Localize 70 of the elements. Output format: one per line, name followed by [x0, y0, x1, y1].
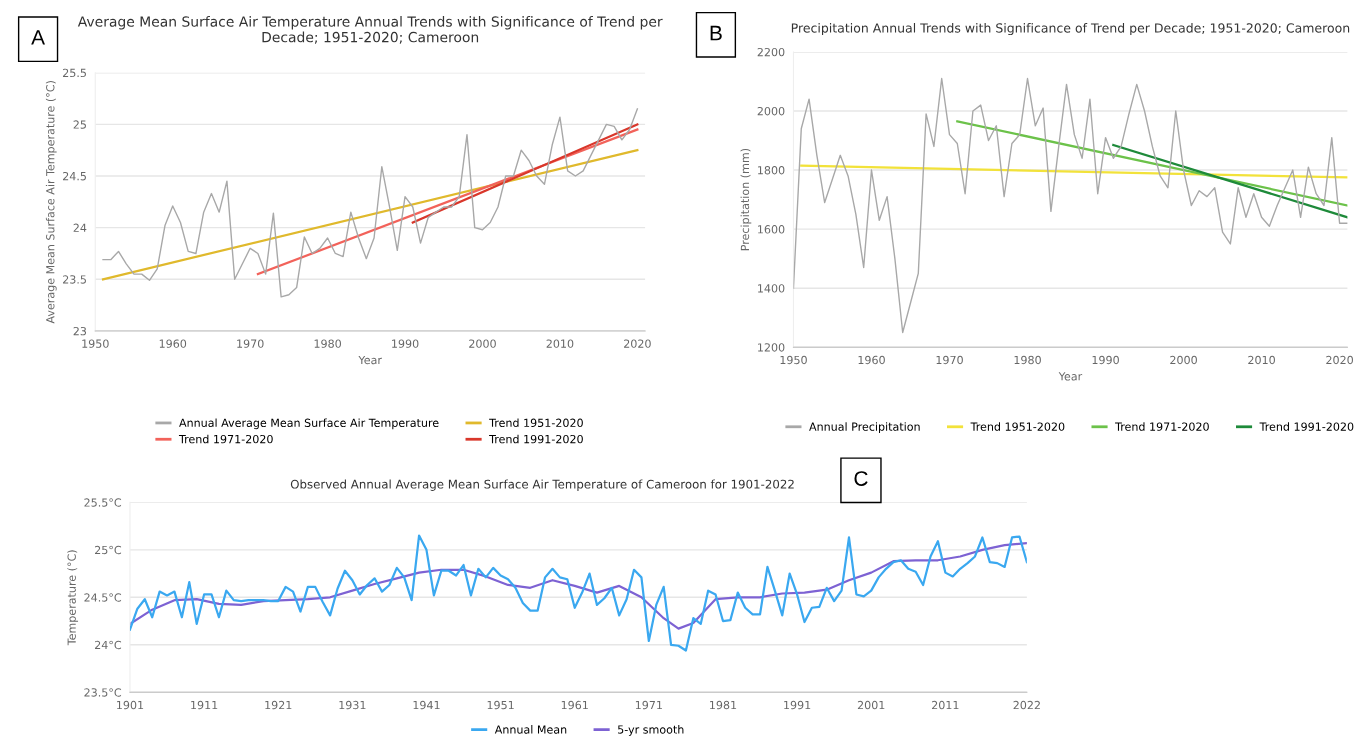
x-tick-label: 1941 [413, 700, 440, 710]
x-tick-label: 1931 [339, 700, 366, 710]
y-tick-label: 1200 [758, 343, 785, 352]
legend-label: 5-yr smooth [618, 725, 684, 736]
x-tick-label: 1961 [561, 700, 588, 710]
x-tick-label: 1970 [936, 355, 963, 365]
legend-label: Trend 1991-2020 [489, 434, 583, 444]
x-tick-label: 1950 [780, 355, 807, 365]
y-tick-label: 23 [73, 326, 87, 336]
x-tick-label: 1990 [1092, 355, 1119, 365]
x-tick-label: 2011 [932, 700, 959, 710]
x-tick-label: 2000 [1170, 355, 1197, 365]
text: B [710, 25, 722, 41]
y-tick-label: 23.5 [63, 275, 86, 284]
x-tick-label: 1901 [117, 700, 144, 710]
y-tick-label: 1400 [758, 284, 785, 293]
legend-label: Trend 1951-2020 [489, 418, 583, 427]
x-tick-label: 1911 [191, 700, 218, 710]
y-tick-label: 1800 [758, 166, 785, 175]
x-tick-label: 2010 [1248, 355, 1275, 365]
x-tick-label: 2020 [1326, 355, 1353, 365]
x-tick-label: 1970 [237, 339, 264, 348]
y-tick-label: 2200 [757, 47, 785, 57]
line-series [129, 534, 1027, 652]
y-tick-label: 24 [73, 223, 87, 232]
x-tick-label: 1980 [1014, 355, 1041, 365]
x-tick-label: 2010 [546, 339, 574, 348]
x-tick-label: 1921 [265, 700, 292, 710]
y-axis-title: Temperature (°C) [67, 550, 79, 646]
y-tick-label: 24°C [95, 640, 122, 650]
legend-label: Annual Average Mean Surface Air Temperature [179, 418, 439, 430]
chart-title: Precipitation Annual Trends with Significance of Trend per Decade; 1951-2020; Cameroon [791, 23, 1350, 36]
line-series [102, 108, 639, 298]
legend-label: Trend 1991-2020 [1259, 422, 1354, 431]
legend-label: Trend 1951-2020 [970, 422, 1065, 431]
x-tick-label: 1960 [858, 355, 885, 365]
chart-title: Average Mean Surface Air Temperature Annual Trends with Significance of Trend per Decade; 1951-2020; Cameroon [77, 16, 663, 44]
legend-label: Annual Mean [494, 725, 567, 734]
x-tick-label: 2000 [469, 339, 496, 348]
x-axis-title: Year [1058, 372, 1083, 381]
chart-title: Observed Annual Average Mean Surface Air Temperature of Cameroon for 1901-2022 [290, 479, 794, 491]
x-tick-label: 1951 [487, 700, 514, 710]
x-tick-label: 1990 [392, 339, 419, 348]
x-tick-label: 2022 [1013, 700, 1040, 710]
x-tick-label: 1981 [710, 700, 737, 710]
y-tick-label: 25.5 [63, 68, 86, 78]
legend-label: Trend 1971-2020 [1115, 422, 1209, 431]
x-tick-label: 1991 [784, 700, 811, 710]
x-axis-title: Year [358, 355, 382, 365]
y-tick-label: 24.5 [63, 171, 86, 181]
x-tick-label: 1980 [314, 339, 341, 348]
x-tick-label: 2020 [624, 339, 651, 348]
y-tick-label: 24.5°C [84, 593, 122, 602]
y-tick-label: 23.5°C [84, 688, 122, 697]
legend-label: Annual Precipitation [809, 422, 920, 433]
y-tick-label: 25 [73, 120, 86, 129]
y-tick-label: 1600 [758, 225, 785, 234]
y-tick-label: 2000 [757, 106, 785, 116]
y-tick-label: 25°C [95, 545, 122, 555]
x-tick-label: 2001 [857, 700, 885, 710]
y-tick-label: 25.5°C [84, 498, 122, 507]
line-series [793, 77, 1348, 334]
x-tick-label: 1950 [82, 339, 109, 348]
x-tick-label: 1971 [635, 700, 662, 710]
text: C [854, 471, 868, 486]
text: A [31, 30, 45, 45]
y-axis-title: Precipitation (mm) [740, 148, 752, 251]
x-tick-label: 1960 [159, 339, 187, 348]
y-axis-title: Average Mean Surface Air Temperature (°C) [45, 81, 57, 324]
legend-label: Trend 1971-2020 [178, 434, 273, 444]
